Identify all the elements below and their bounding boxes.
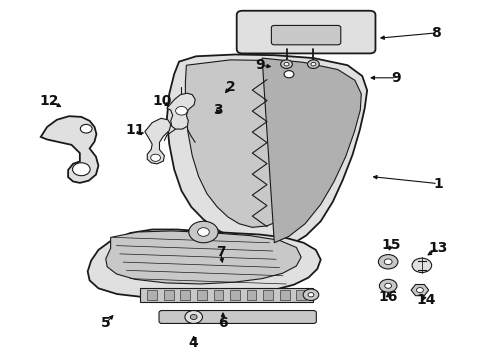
Polygon shape (147, 290, 157, 300)
Polygon shape (262, 58, 361, 243)
Circle shape (379, 279, 397, 292)
Polygon shape (167, 93, 195, 129)
Polygon shape (185, 60, 350, 227)
Circle shape (284, 62, 289, 66)
Circle shape (151, 154, 160, 161)
Text: 6: 6 (218, 316, 228, 330)
Text: 16: 16 (378, 289, 398, 303)
Text: 5: 5 (101, 316, 111, 330)
Circle shape (308, 293, 314, 297)
Circle shape (190, 315, 197, 319)
Polygon shape (145, 118, 171, 164)
Polygon shape (263, 290, 273, 300)
Circle shape (412, 258, 432, 273)
Polygon shape (180, 290, 190, 300)
Polygon shape (140, 288, 314, 302)
Polygon shape (197, 290, 207, 300)
Polygon shape (164, 290, 173, 300)
Text: 11: 11 (125, 123, 145, 137)
Circle shape (311, 62, 316, 66)
Polygon shape (88, 229, 321, 298)
Circle shape (416, 288, 423, 293)
Circle shape (303, 289, 319, 301)
Circle shape (384, 259, 392, 265)
Text: 14: 14 (416, 293, 436, 307)
Circle shape (378, 255, 398, 269)
Circle shape (185, 311, 202, 323)
Text: 4: 4 (189, 336, 198, 350)
FancyBboxPatch shape (237, 11, 375, 53)
Text: 7: 7 (216, 245, 225, 259)
Circle shape (175, 107, 187, 115)
Circle shape (197, 228, 209, 236)
Text: 12: 12 (40, 94, 59, 108)
FancyBboxPatch shape (271, 26, 341, 45)
Circle shape (385, 283, 392, 288)
Circle shape (73, 163, 90, 176)
Circle shape (281, 60, 293, 68)
Polygon shape (246, 290, 256, 300)
Text: 3: 3 (213, 103, 223, 117)
Text: 13: 13 (428, 241, 448, 255)
Text: 10: 10 (152, 94, 171, 108)
Polygon shape (167, 54, 367, 248)
Polygon shape (243, 15, 369, 49)
Text: 9: 9 (255, 58, 265, 72)
Text: 9: 9 (392, 71, 401, 85)
Polygon shape (230, 290, 240, 300)
FancyBboxPatch shape (159, 311, 317, 323)
Circle shape (80, 125, 92, 133)
Text: 1: 1 (433, 177, 443, 190)
Text: 8: 8 (431, 26, 441, 40)
Polygon shape (296, 290, 306, 300)
Polygon shape (214, 290, 223, 300)
Polygon shape (280, 290, 290, 300)
Circle shape (308, 60, 319, 68)
Circle shape (189, 221, 218, 243)
Text: 15: 15 (382, 238, 401, 252)
Polygon shape (106, 231, 301, 284)
Circle shape (284, 71, 294, 78)
Text: 2: 2 (225, 80, 235, 94)
Polygon shape (41, 116, 98, 183)
